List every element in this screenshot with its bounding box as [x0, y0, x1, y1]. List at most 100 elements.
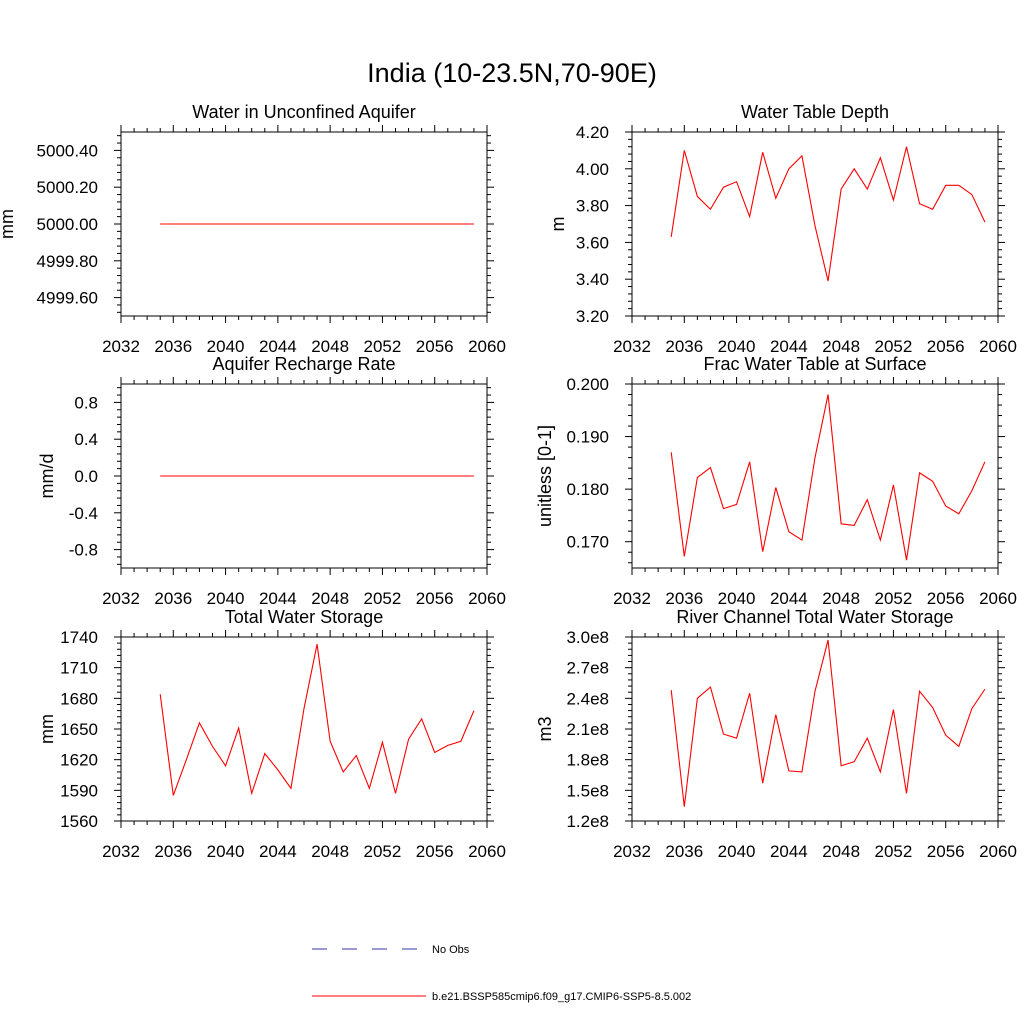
- x-tick-label: 2040: [718, 842, 756, 861]
- panel-title: Frac Water Table at Surface: [703, 354, 926, 374]
- y-tick-label: 0.190: [566, 428, 609, 447]
- y-tick-label: 0.4: [74, 430, 98, 449]
- x-tick-label: 2032: [102, 589, 140, 608]
- x-tick-label: 2044: [259, 589, 297, 608]
- x-tick-label: 2048: [311, 589, 349, 608]
- x-tick-label: 2032: [613, 337, 651, 356]
- y-tick-label: 4.20: [576, 123, 609, 142]
- y-tick-label: 1590: [60, 781, 98, 800]
- y-tick-label: 0.200: [566, 375, 609, 394]
- y-tick-label: 0.180: [566, 480, 609, 499]
- x-tick-label: 2040: [207, 337, 245, 356]
- y-tick-label: 1680: [60, 689, 98, 708]
- x-tick-label: 2056: [927, 842, 965, 861]
- x-tick-label: 2032: [613, 842, 651, 861]
- x-tick-label: 2056: [927, 589, 965, 608]
- y-tick-label: 5000.20: [37, 178, 98, 197]
- y-tick-label: 4999.60: [37, 289, 98, 308]
- x-tick-label: 2060: [468, 337, 506, 356]
- panel-title: Water in Unconfined Aquifer: [192, 102, 415, 122]
- y-axis-label: mm: [37, 714, 57, 744]
- x-tick-label: 2044: [770, 842, 808, 861]
- y-tick-label: 1650: [60, 720, 98, 739]
- x-tick-label: 2056: [416, 842, 454, 861]
- panels: Water in Unconfined Aquifer 2032 2036 2040 2…: [0, 102, 1017, 861]
- x-tick-label: 2056: [416, 589, 454, 608]
- y-tick-label: 2.4e8: [566, 689, 609, 708]
- y-axis-label: m: [548, 217, 568, 232]
- x-tick-label: 2052: [875, 589, 913, 608]
- y-tick-label: 1620: [60, 751, 98, 770]
- x-tick-label: 2032: [102, 842, 140, 861]
- x-tick-label: 2036: [154, 589, 192, 608]
- legend-label: No Obs: [432, 944, 470, 956]
- x-tick-label: 2060: [979, 589, 1017, 608]
- series-line: [159, 644, 475, 796]
- panel-title: Water Table Depth: [741, 102, 889, 122]
- panel-2: Water Table Depth 2032 2036 2040 2044 2048 205…: [548, 102, 1017, 356]
- y-tick-label: 3.0e8: [566, 628, 609, 647]
- x-tick-label: 2048: [822, 842, 860, 861]
- x-tick-label: 2036: [665, 842, 703, 861]
- x-tick-label: 2052: [364, 337, 402, 356]
- x-tick-label: 2056: [927, 337, 965, 356]
- y-tick-label: 1740: [60, 628, 98, 647]
- x-tick-label: 2060: [468, 589, 506, 608]
- y-tick-label: 4.00: [576, 160, 609, 179]
- x-tick-label: 2036: [154, 842, 192, 861]
- panel-title: Aquifer Recharge Rate: [212, 354, 395, 374]
- y-tick-label: 0.8: [74, 393, 98, 412]
- series-line: [670, 394, 986, 561]
- y-tick-label: 3.40: [576, 270, 609, 289]
- y-tick-label: 0.170: [566, 533, 609, 552]
- x-tick-label: 2040: [207, 589, 245, 608]
- x-tick-label: 2044: [259, 337, 297, 356]
- x-tick-label: 2060: [979, 842, 1017, 861]
- series-line: [670, 639, 986, 807]
- panel-1: Water in Unconfined Aquifer 2032 2036 2040 2…: [0, 102, 506, 356]
- x-tick-label: 2052: [364, 589, 402, 608]
- y-tick-label: 5000.00: [37, 215, 98, 234]
- panel-title: River Channel Total Water Storage: [676, 607, 953, 627]
- y-tick-label: 1.2e8: [566, 812, 609, 831]
- y-tick-label: 0.0: [74, 467, 98, 486]
- legend-label: b.e21.BSSP585cmip6.f09_g17.CMIP6-SSP5-8.…: [432, 991, 691, 1003]
- y-tick-label: 1710: [60, 659, 98, 678]
- x-tick-label: 2032: [102, 337, 140, 356]
- x-tick-label: 2060: [979, 337, 1017, 356]
- y-axis-label: mm: [0, 209, 17, 239]
- y-tick-label: 1560: [60, 812, 98, 831]
- x-tick-label: 2048: [822, 337, 860, 356]
- y-axis-label: unitless [0-1]: [535, 425, 555, 527]
- y-tick-label: 2.1e8: [566, 720, 609, 739]
- y-tick-label: 4999.80: [37, 252, 98, 271]
- y-tick-label: -0.8: [69, 541, 98, 560]
- panel-5: Total Water Storage 2032 2036 2040 2044 2048 2…: [37, 607, 506, 861]
- x-tick-label: 2048: [311, 842, 349, 861]
- panel-title: Total Water Storage: [225, 607, 383, 627]
- y-axis-label: m3: [535, 716, 555, 741]
- legend: No Obs b.e21.BSSP585cmip6.f09_g17.CMIP6-S…: [312, 944, 691, 1003]
- y-axis-label: mm/d: [37, 454, 57, 499]
- y-tick-label: 3.60: [576, 233, 609, 252]
- x-tick-label: 2044: [770, 337, 808, 356]
- x-tick-label: 2052: [875, 842, 913, 861]
- y-tick-label: 1.5e8: [566, 781, 609, 800]
- y-tick-label: 3.20: [576, 307, 609, 326]
- x-tick-label: 2036: [665, 337, 703, 356]
- series-line: [670, 146, 986, 282]
- x-tick-label: 2036: [665, 589, 703, 608]
- x-tick-label: 2040: [718, 337, 756, 356]
- x-tick-label: 2032: [613, 589, 651, 608]
- x-tick-label: 2056: [416, 337, 454, 356]
- panel-4: Frac Water Table at Surface 2032 2036 2040 2…: [535, 354, 1017, 608]
- x-tick-label: 2048: [311, 337, 349, 356]
- x-tick-label: 2044: [770, 589, 808, 608]
- y-tick-label: -0.4: [69, 504, 98, 523]
- x-tick-label: 2040: [718, 589, 756, 608]
- y-tick-label: 2.7e8: [566, 659, 609, 678]
- x-tick-label: 2036: [154, 337, 192, 356]
- x-tick-label: 2060: [468, 842, 506, 861]
- y-tick-label: 3.80: [576, 197, 609, 216]
